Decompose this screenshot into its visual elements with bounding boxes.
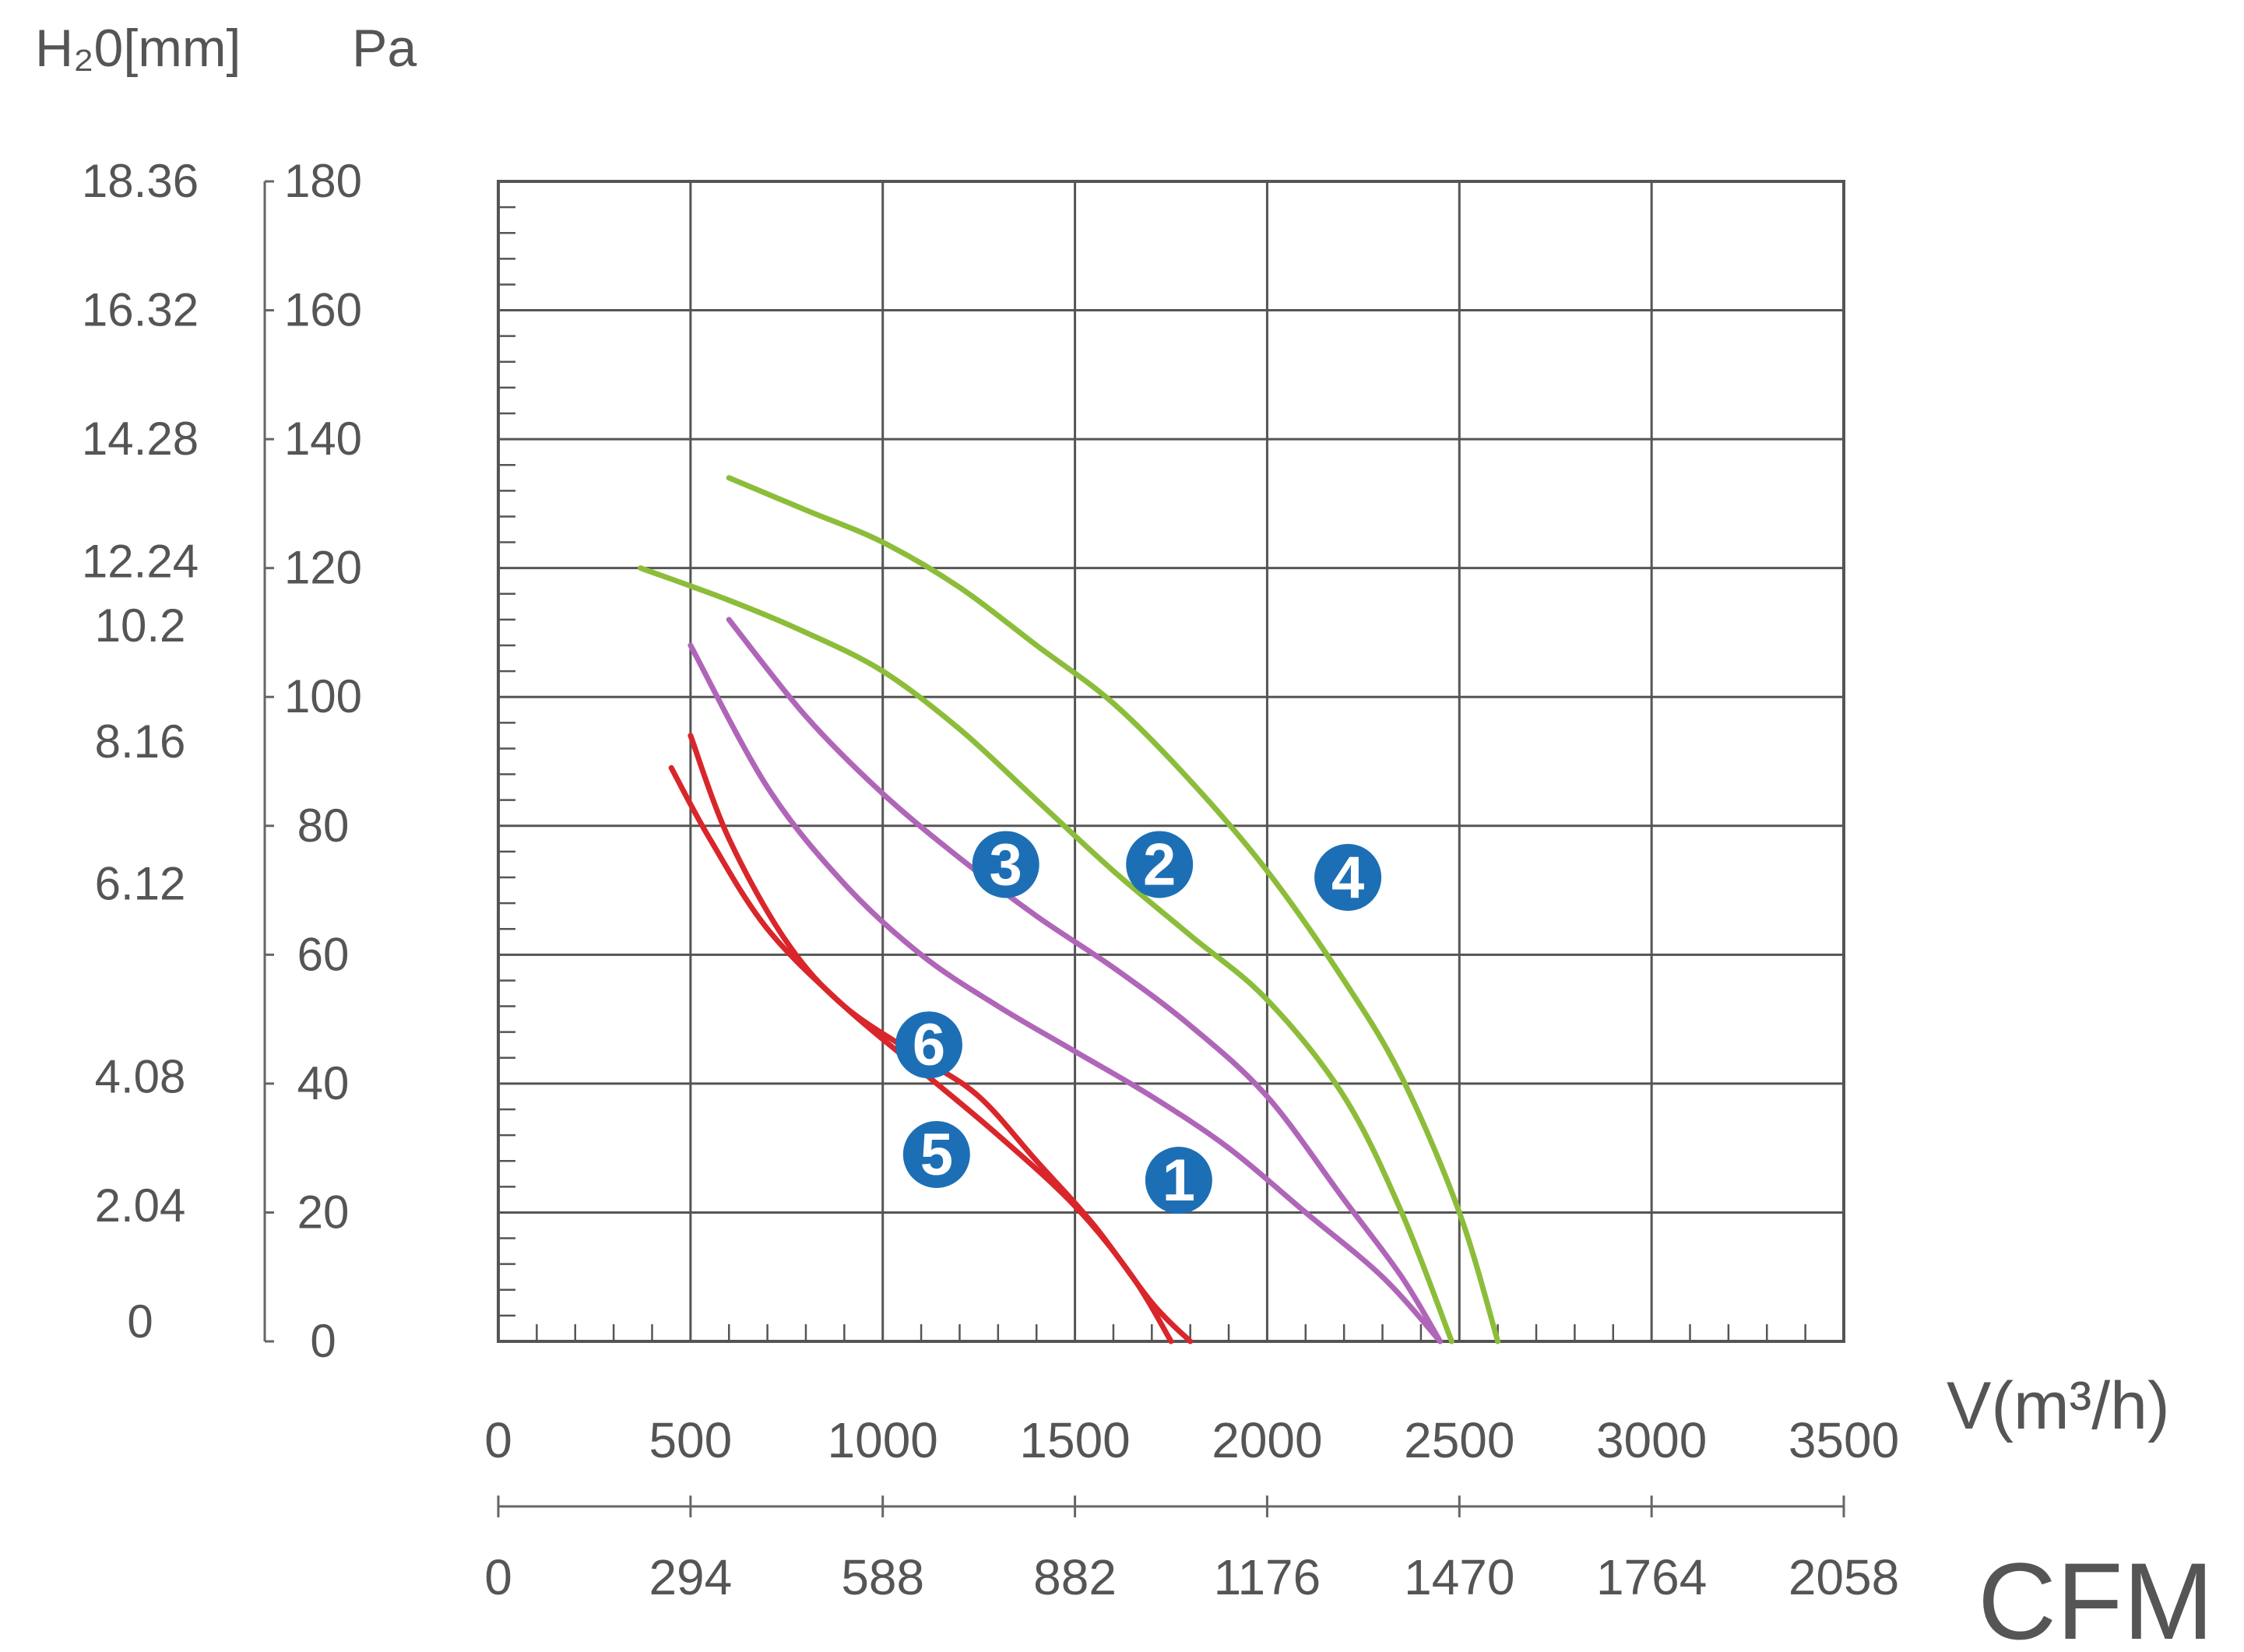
x-tick-label: 2000 [1212,1412,1322,1468]
pa-axis-unit-label: Pa [352,19,417,78]
pa-tick-label: 40 [297,1057,350,1109]
mm-tick-label: 4.08 [95,1051,186,1103]
curve-marker-6-circle [895,1011,962,1079]
cfm-tick-label: 0 [484,1549,512,1605]
curve-marker-1-circle [1145,1147,1212,1214]
cfm-tick-label: 1176 [1214,1549,1321,1605]
cfm-tick-label: 882 [1033,1549,1117,1605]
curve-marker-4-label: 4 [1331,845,1364,911]
curve-marker-3-circle [972,831,1039,898]
mm-tick-label: 16.32 [82,284,199,336]
curve-marker-4-circle [1314,844,1382,911]
cfm-axis-label: CFM [1978,1540,2214,1652]
cfm-tick-label: 588 [841,1549,924,1605]
curve-marker-2-circle [1126,831,1194,898]
mm-tick-label: 10.2 [95,599,186,652]
curve-markers: 3 2 4 6 5 1 [895,831,1382,1214]
mm-tick-label: 18.36 [82,155,199,207]
mm-tick-label: 12.24 [82,535,199,587]
x-tick-label: 2500 [1404,1412,1514,1468]
mm-tick-label: 0 [127,1295,153,1348]
curve-series-1 [688,642,1444,1344]
pa-tick-label: 100 [284,670,362,722]
pa-tick-label: 180 [284,155,362,207]
pa-tick-label: 140 [284,413,362,465]
minor-ticks [498,206,1806,1341]
curve-marker-6-label: 6 [913,1012,945,1078]
curve-marker-5-circle [902,1120,970,1188]
x-tick-label: 0 [484,1412,512,1468]
curve-marker-2-label: 2 [1143,831,1176,898]
curve-series-2 [638,565,1454,1344]
x-tick-label: 3500 [1789,1412,1899,1468]
curve-marker-1-label: 1 [1162,1148,1195,1214]
x-tick-label: 3000 [1596,1412,1707,1468]
mm-tick-label: 6.12 [95,857,186,909]
cfm-tick-label: 2058 [1789,1549,1899,1605]
x-axis-label: V(m³/h) [1947,1369,2170,1443]
cfm-tick-label: 1764 [1596,1549,1707,1605]
mm-tick-label: 14.28 [82,413,199,465]
pa-tick-label: 60 [297,928,350,980]
mm-tick-label: 2.04 [95,1179,186,1232]
curve-marker-5-label: 5 [920,1122,953,1188]
cfm-tick-label: 294 [649,1549,732,1605]
pa-tick-label: 160 [284,284,362,336]
x-tick-label: 500 [649,1412,732,1468]
left-axis-unit-label: H₂0[mm] [35,19,241,78]
cfm-tick-label: 1470 [1404,1549,1514,1605]
x-tick-label: 1000 [828,1412,938,1468]
pa-tick-label: 0 [310,1315,336,1367]
axes: 18016014012010080604020018.3616.3214.281… [82,155,1899,1605]
pa-tick-label: 80 [297,800,350,852]
pa-tick-label: 20 [297,1186,350,1238]
curve-marker-3-label: 3 [990,831,1022,898]
curve-series-4 [726,475,1501,1344]
pa-tick-label: 120 [284,542,362,594]
mm-tick-label: 8.16 [95,715,186,768]
curve-series-3 [726,617,1444,1344]
x-tick-label: 1500 [1019,1412,1130,1468]
